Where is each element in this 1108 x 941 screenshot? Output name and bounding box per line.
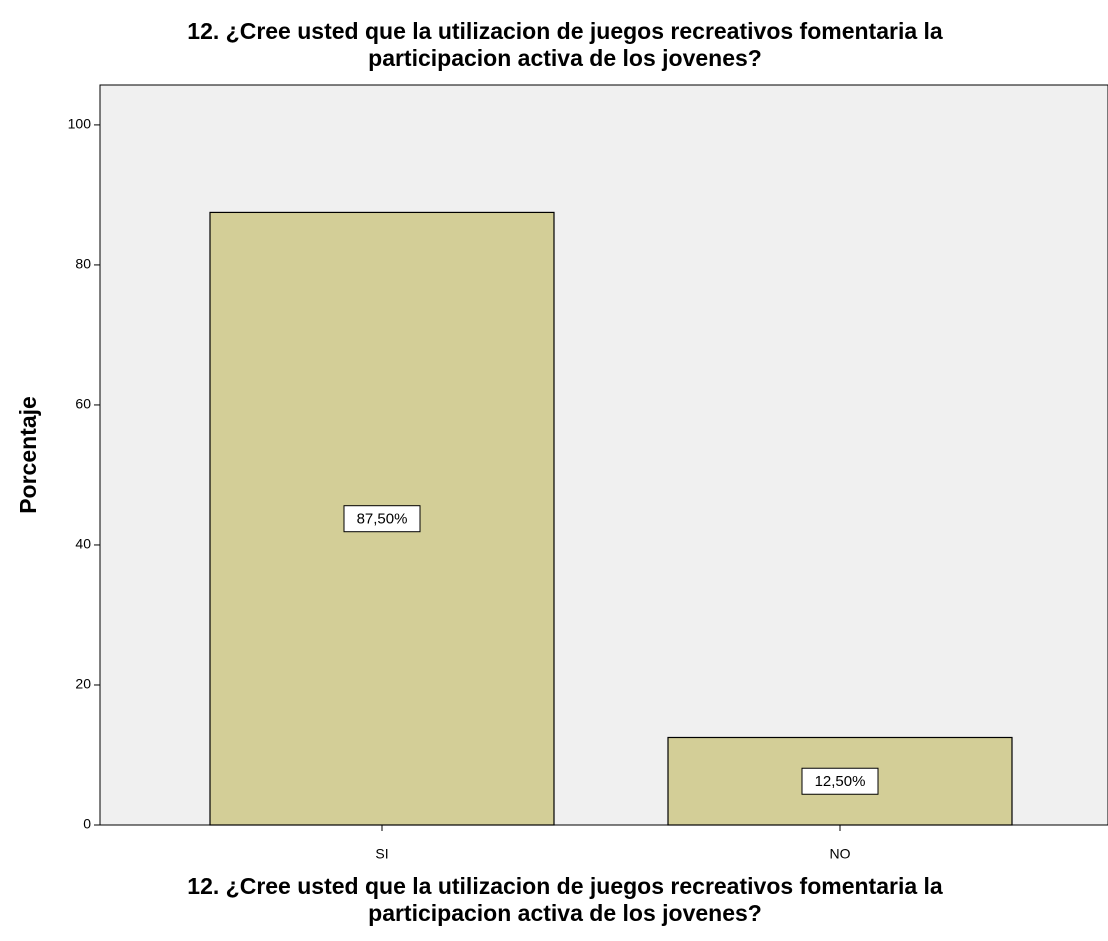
y-axis-label: Porcentaje xyxy=(15,396,41,514)
value-label: 12,50% xyxy=(815,773,866,790)
y-tick-label: 0 xyxy=(83,816,91,832)
chart-title: 12. ¿Cree usted que la utilizacion de ju… xyxy=(187,18,943,44)
value-label-box xyxy=(343,505,421,533)
x-axis-label: 12. ¿Cree usted que la utilizacion de ju… xyxy=(187,873,943,899)
x-tick-label: SI xyxy=(375,846,388,862)
x-tick-label: NO xyxy=(830,846,851,862)
y-tick-label: 20 xyxy=(75,676,91,692)
chart-title: participacion activa de los jovenes? xyxy=(368,45,762,71)
y-tick-label: 40 xyxy=(75,536,91,552)
value-label: 87,50% xyxy=(357,511,408,528)
y-tick-label: 80 xyxy=(75,256,91,272)
y-tick-label: 60 xyxy=(75,396,91,412)
y-tick-label: 100 xyxy=(68,116,92,132)
value-label-box xyxy=(801,767,879,795)
x-axis-label: participacion activa de los jovenes? xyxy=(368,900,762,926)
